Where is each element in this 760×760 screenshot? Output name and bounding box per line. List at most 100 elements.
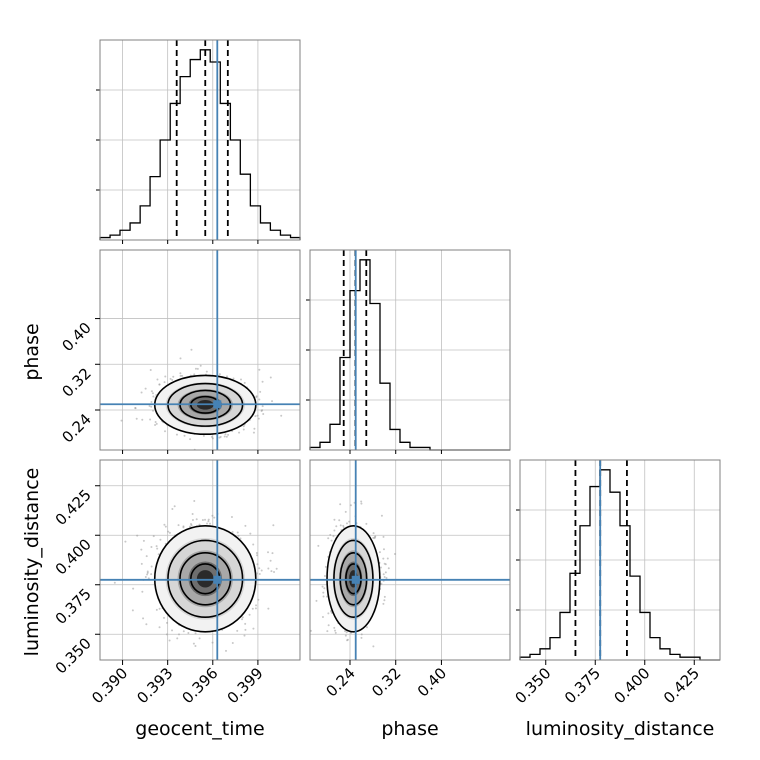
scatter-point [244, 622, 247, 625]
scatter-point [321, 585, 324, 588]
scatter-point [231, 530, 234, 533]
scatter-point [386, 557, 389, 560]
scatter-point [232, 377, 235, 380]
scatter-point [176, 637, 179, 640]
scatter-point [150, 565, 153, 568]
scatter-point [150, 401, 153, 404]
scatter-point [193, 500, 196, 503]
scatter-point [360, 636, 363, 639]
scatter-point [219, 435, 222, 438]
scatter-point [256, 554, 259, 557]
scatter-point [211, 514, 214, 517]
scatter-point [206, 522, 209, 525]
scatter-point [237, 534, 240, 537]
scatter-point [156, 547, 159, 550]
scatter-point [198, 523, 201, 526]
scatter-point [345, 631, 348, 634]
contour-line-0 [153, 524, 257, 633]
scatter-point [207, 518, 210, 521]
scatter-point [328, 666, 330, 668]
scatter-point [259, 390, 262, 393]
scatter-point [387, 567, 390, 570]
scatter-point [158, 607, 161, 610]
scatter-point [149, 368, 152, 371]
ytick-label-luminosity_distance-1: 0.375 [52, 585, 95, 628]
histogram-phase [309, 259, 510, 451]
scatter-point [258, 368, 261, 371]
scatter-point [382, 573, 385, 576]
truth-marker-geocent_time-phase [213, 400, 222, 409]
scatter-point [182, 630, 185, 633]
histogram-geocent_time [99, 49, 301, 240]
scatter-point [382, 548, 385, 551]
scatter-point [164, 375, 167, 378]
xtick-label-phase-2: 0.40 [414, 664, 450, 700]
scatter-point [383, 595, 386, 598]
scatter-point [238, 431, 241, 434]
scatter-point [261, 405, 264, 408]
contour-line-2 [339, 552, 368, 606]
ylabel-phase: phase [21, 323, 43, 380]
xtick-label-luminosity_distance-0: 0.350 [511, 664, 554, 707]
scatter-point [193, 373, 196, 376]
scatter-point [255, 395, 258, 398]
scatter-point [360, 633, 363, 636]
scatter-point [131, 609, 134, 612]
ylabel-luminosity-distance: luminosity_distance [21, 468, 43, 657]
scatter-point [326, 595, 329, 598]
scatter-point [224, 433, 227, 436]
contour-line-3 [345, 563, 362, 595]
scatter-point [256, 563, 259, 566]
scatter-point [271, 400, 274, 403]
scatter-point [372, 645, 375, 648]
scatter-point [155, 422, 158, 425]
scatter-point [192, 642, 195, 645]
scatter-point [257, 417, 260, 420]
scatter-point [261, 380, 264, 383]
scatter-point [142, 539, 145, 542]
scatter-point [207, 520, 210, 523]
scatter-point [322, 595, 325, 598]
scatter-point [378, 551, 381, 554]
panel-frame-phase-phase [309, 249, 511, 451]
scatter-point [148, 405, 151, 408]
scatter-point [164, 430, 167, 433]
scatter-point [252, 627, 255, 630]
scatter-point [140, 562, 143, 565]
scatter-point [181, 374, 184, 377]
scatter-point [179, 357, 182, 360]
scatter-point [171, 378, 174, 381]
scatter-point [333, 518, 336, 521]
scatter-point [225, 649, 228, 652]
scatter-point [261, 409, 264, 412]
scatter-point [253, 427, 256, 430]
scatter-point [211, 641, 214, 644]
scatter-point [327, 612, 330, 615]
scatter-point [218, 373, 221, 376]
scatter-point [151, 392, 154, 395]
scatter-point [344, 634, 347, 637]
scatter-point [373, 537, 376, 540]
scatter-point [382, 557, 385, 560]
scatter-point [213, 516, 216, 519]
scatter-point [230, 515, 233, 518]
scatter-point [175, 433, 178, 436]
scatter-point [149, 418, 152, 421]
scatter-point [248, 613, 251, 616]
scatter-point [342, 524, 345, 527]
ytick-label-luminosity_distance-3: 0.425 [52, 486, 95, 529]
scatter-point [227, 433, 230, 436]
scatter-point [329, 533, 332, 536]
scatter-point [154, 421, 157, 424]
scatter-point [360, 502, 363, 505]
scatter-point [260, 569, 263, 572]
scatter-point [191, 513, 194, 516]
truth-marker-phase-luminosity_distance [351, 575, 360, 584]
panel-frame-luminosity_distance-luminosity_distance [519, 459, 721, 661]
scatter-point [258, 567, 261, 570]
scatter-point [323, 587, 326, 590]
ytick-label-phase-2: 0.40 [58, 319, 94, 355]
scatter-point [163, 523, 166, 526]
scatter-point [323, 574, 326, 577]
scatter-point [171, 629, 174, 632]
